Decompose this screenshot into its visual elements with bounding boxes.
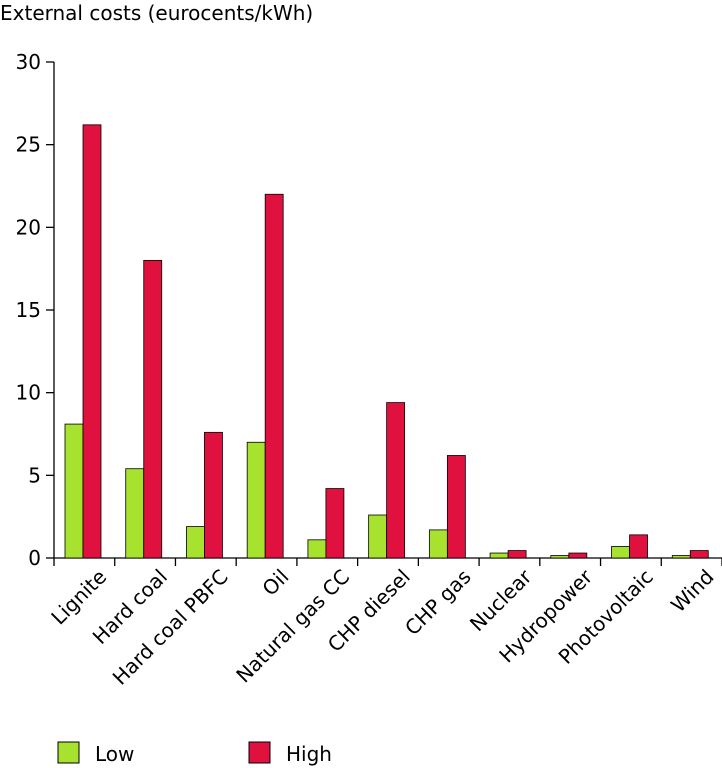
bar-low-hard-coal: [125, 468, 145, 559]
bars: [64, 124, 709, 559]
bar-high-oil: [264, 193, 284, 559]
bar-high-lignite: [82, 124, 102, 559]
bar-high-hard-coal: [143, 259, 163, 559]
bar-low-chp-gas: [428, 529, 448, 559]
x-tick-label: Wind: [666, 565, 719, 618]
y-axis: 0 5 10 15 20 25 30: [16, 50, 55, 570]
legend: Low High: [57, 741, 332, 766]
bar-low-natural-gas-cc: [307, 539, 327, 559]
y-tick-label: 10: [16, 381, 41, 405]
bar-low-oil: [246, 441, 266, 559]
bar-high-wind: [689, 550, 709, 559]
y-tick-label: 0: [28, 546, 41, 570]
legend-swatch-high: [248, 741, 271, 764]
bar-high-chp-gas: [446, 455, 466, 559]
bar-low-nuclear: [489, 552, 509, 559]
bar-low-wind: [671, 555, 691, 559]
bar-high-photovoltaic: [629, 534, 648, 559]
bar-high-hydropower: [568, 552, 588, 559]
y-tick-label: 20: [16, 215, 41, 239]
x-tick-label: Oil: [257, 565, 293, 601]
bar-high-nuclear: [507, 550, 527, 559]
y-tick-label: 5: [28, 463, 41, 487]
bar-low-hard-coal-pbfc: [186, 526, 205, 559]
legend-label-low: Low: [95, 742, 134, 766]
bar-high-chp-diesel: [386, 402, 406, 559]
bar-high-hard-coal-pbfc: [204, 431, 223, 559]
bar-high-natural-gas-cc: [325, 488, 345, 559]
bar-low-lignite: [64, 423, 84, 559]
x-tick-label: CHP gas: [400, 565, 476, 641]
y-tick-label: 25: [16, 133, 41, 157]
y-tick-label: 15: [16, 298, 41, 322]
bar-low-chp-diesel: [368, 514, 388, 559]
bar-low-hydropower: [550, 555, 570, 559]
chart-title: External costs (eurocents/kWh): [0, 1, 313, 25]
bar-low-photovoltaic: [611, 546, 630, 559]
legend-swatch-low: [57, 741, 80, 764]
y-tick-label: 30: [16, 50, 41, 74]
legend-label-high: High: [286, 742, 332, 766]
